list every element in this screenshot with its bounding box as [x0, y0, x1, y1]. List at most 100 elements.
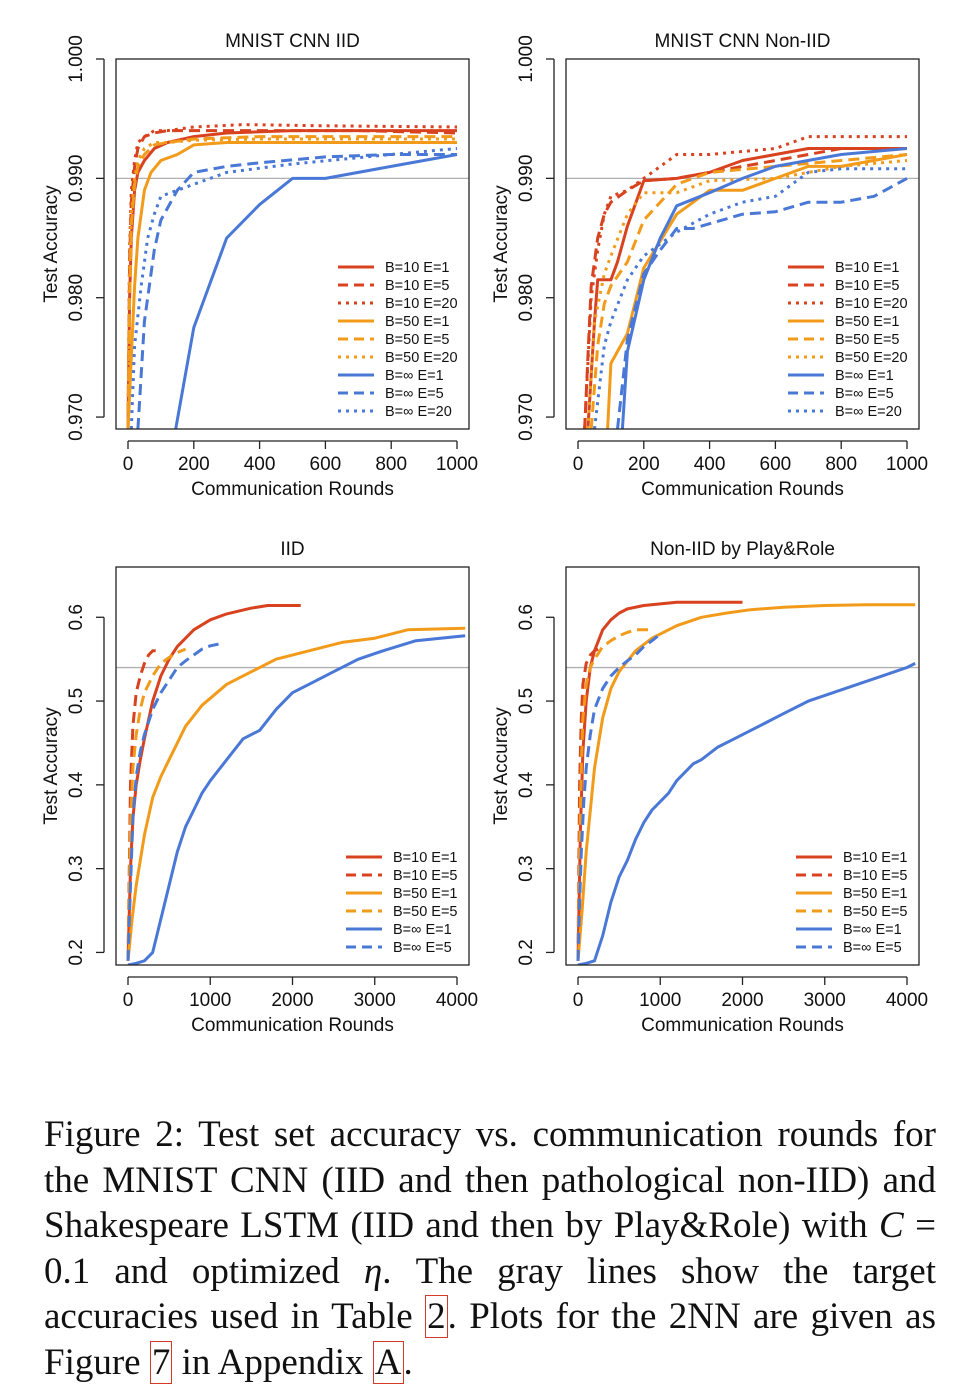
legend-label: B=10 E=5	[843, 868, 908, 884]
legend-label: B=10 E=20	[835, 296, 908, 312]
chart-title: MNIST CNN Non-IID	[655, 31, 831, 52]
chart-panel-2: MNIST CNN Non-IID 0 200 400 600 800 1000 Commun…	[491, 31, 928, 500]
series-line-7	[174, 153, 458, 429]
series-line-2	[126, 129, 458, 429]
legend-label: B=∞ E=1	[843, 922, 902, 938]
y-tick-label: 0.2	[516, 939, 537, 965]
legend: B=10 E=1 B=10 E=5 B=10 E=20 B=50 E=1 B=50 E=…	[788, 260, 908, 420]
series-line-3	[576, 603, 916, 961]
y-tick-label: 0.980	[66, 274, 87, 322]
series-lines	[576, 600, 916, 965]
series-line-1	[586, 147, 907, 429]
series-line-2	[583, 147, 907, 429]
series-line-3	[126, 626, 466, 961]
y-tick-label: 0.6	[66, 604, 87, 630]
series-line-6	[576, 632, 662, 961]
series-line-5	[126, 135, 457, 429]
x-tick-label: 200	[628, 454, 660, 475]
series-line-4	[126, 141, 457, 429]
x-tick-label: 3000	[354, 990, 396, 1011]
plot-frame	[565, 566, 920, 966]
legend-label: B=∞ E=20	[835, 404, 902, 420]
legend-label: B=∞ E=5	[835, 386, 894, 402]
x-tick-label: 1000	[189, 990, 231, 1011]
x-tick-label: 3000	[804, 990, 846, 1011]
y-axis-label: Test Accuracy	[491, 185, 512, 303]
legend-label: B=10 E=1	[393, 850, 458, 866]
legend-label: B=50 E=1	[385, 314, 450, 330]
series-line-5	[577, 662, 916, 965]
chart-panel-4: Non-IID by Play&Role 0 1000 2000 3000 4000 Com…	[491, 539, 928, 1036]
series-line-8	[616, 177, 908, 429]
x-axis-label: Communication Rounds	[641, 1015, 844, 1036]
series-line-5	[589, 153, 908, 429]
y-tick-label: 0.3	[66, 855, 87, 881]
series-line-3	[583, 135, 907, 429]
y-tick-label: 1.000	[66, 35, 87, 83]
y-tick-label: 0.5	[516, 688, 537, 714]
legend-label: B=∞ E=5	[393, 940, 452, 956]
y-tick-label: 0.970	[516, 393, 537, 441]
table-reference-link[interactable]: 2	[425, 1295, 448, 1338]
legend-label: B=10 E=5	[835, 278, 900, 294]
series-lines	[126, 123, 458, 429]
chart-title: IID	[280, 539, 304, 560]
y-tick-label: 0.4	[516, 771, 537, 798]
y-tick-label: 0.3	[516, 855, 537, 881]
x-axis-label: Communication Rounds	[191, 479, 394, 500]
y-tick-label: 1.000	[516, 35, 537, 83]
x-tick-label: 400	[694, 454, 726, 475]
legend-label: B=∞ E=20	[385, 404, 452, 420]
caption-lead: Figure 2: Test set accuracy vs. communic…	[44, 1114, 936, 1246]
legend-label: B=∞ E=1	[393, 922, 452, 938]
x-tick-label: 600	[760, 454, 792, 475]
legend-label: B=∞ E=5	[385, 386, 444, 402]
chart-title: MNIST CNN IID	[225, 31, 360, 52]
figure-panels: MNIST CNN IID 0 200 400 600 800 1000 Communicat…	[41, 31, 928, 1036]
legend-label: B=50 E=20	[835, 350, 908, 366]
caption-symbol-eta: η	[363, 1250, 383, 1292]
x-axis-label: Communication Rounds	[641, 479, 844, 500]
legend-label: B=50 E=1	[843, 886, 908, 902]
y-axis-label: Test Accuracy	[491, 707, 512, 825]
legend-label: B=10 E=1	[385, 260, 450, 276]
chart-title: Non-IID by Play&Role	[650, 539, 835, 560]
series-line-7	[620, 147, 908, 429]
legend-label: B=50 E=20	[385, 350, 458, 366]
x-axis-label: Communication Rounds	[191, 1015, 394, 1036]
x-tick-label: 0	[573, 990, 584, 1011]
x-tick-label: 800	[825, 454, 857, 475]
series-line-4	[126, 647, 187, 961]
plot-frame	[115, 58, 470, 430]
x-tick-label: 800	[375, 454, 407, 475]
y-axis-label: Test Accuracy	[41, 707, 62, 825]
figure-caption: Figure 2: Test set accuracy vs. communic…	[44, 1112, 936, 1385]
x-tick-label: 2000	[271, 990, 313, 1011]
series-line-8	[136, 153, 457, 429]
x-tick-label: 200	[178, 454, 210, 475]
legend-label: B=50 E=1	[393, 886, 458, 902]
chart-panel-1: MNIST CNN IID 0 200 400 600 800 1000 Communicat…	[41, 31, 478, 500]
figure-reference-link[interactable]: 7	[149, 1340, 173, 1384]
legend: B=10 E=1 B=10 E=5 B=50 E=1 B=50 E=5 B=∞ E=1 B…	[796, 850, 908, 956]
y-tick-label: 0.980	[516, 274, 537, 322]
series-line-6	[126, 137, 457, 429]
caption-equation: = 0.1 and optimized	[44, 1205, 936, 1292]
legend-label: B=50 E=5	[843, 904, 908, 920]
legend-label: B=10 E=1	[843, 850, 908, 866]
x-tick-label: 1000	[886, 454, 928, 475]
y-tick-label: 0.6	[516, 604, 537, 630]
series-line-4	[576, 628, 652, 961]
x-tick-label: 0	[573, 454, 584, 475]
caption-middle-3: in Appendix	[172, 1341, 373, 1383]
x-tick-label: 4000	[886, 990, 928, 1011]
appendix-reference-link[interactable]: A	[372, 1340, 404, 1384]
plot-frame	[565, 58, 920, 430]
legend-label: B=∞ E=1	[385, 368, 444, 384]
x-tick-label: 4000	[436, 990, 478, 1011]
series-line-2	[126, 649, 161, 961]
y-tick-label: 0.4	[66, 771, 87, 798]
legend-label: B=50 E=5	[385, 332, 450, 348]
legend-label: B=10 E=5	[393, 868, 458, 884]
legend-label: B=50 E=1	[835, 314, 900, 330]
